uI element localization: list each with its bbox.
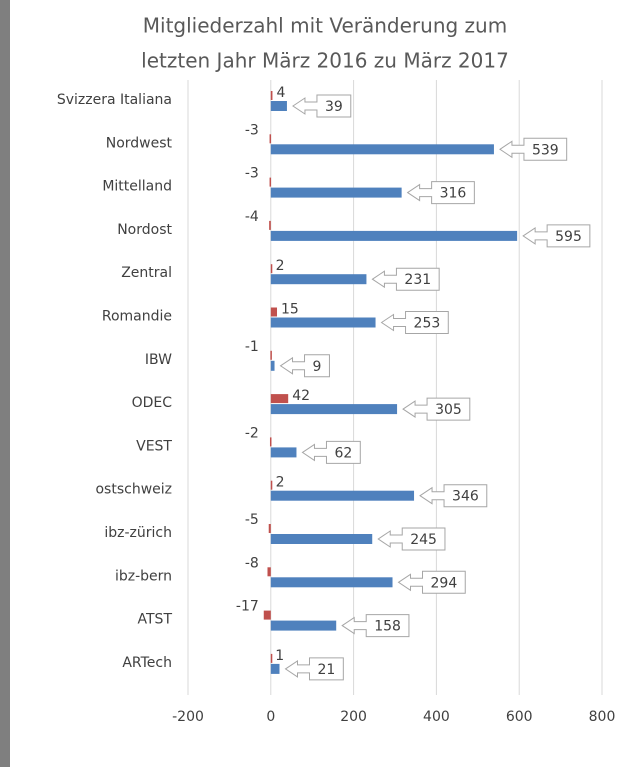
- data-label: 346: [452, 489, 479, 505]
- data-label: -8: [245, 555, 259, 571]
- data-label: 1: [275, 648, 284, 664]
- x-tick-label: 0: [266, 709, 275, 725]
- data-callout: [341, 614, 410, 638]
- data-label: -4: [245, 209, 259, 225]
- data-label: 294: [431, 575, 458, 591]
- data-callout: [284, 657, 344, 681]
- bar: [270, 101, 287, 111]
- x-tick-label: -200: [172, 709, 204, 725]
- x-tick-label: 400: [423, 709, 450, 725]
- y-tick-label: ibz-zürich: [104, 525, 172, 541]
- bar: [270, 144, 494, 155]
- data-label: -17: [236, 599, 259, 615]
- x-tick-label: 200: [340, 709, 367, 725]
- data-label: 15: [281, 302, 299, 318]
- bar: [269, 437, 272, 447]
- y-tick-label: VEST: [136, 438, 172, 454]
- bar: [270, 317, 376, 328]
- data-callout: [279, 354, 330, 378]
- data-callout: [419, 484, 488, 508]
- bar: [270, 264, 273, 274]
- data-callout: [406, 181, 475, 205]
- bar: [269, 220, 271, 230]
- data-callout: [402, 397, 471, 421]
- data-label: 158: [374, 619, 401, 635]
- bar: [268, 524, 271, 533]
- data-label: 2: [276, 258, 285, 274]
- y-tick-label: Romandie: [102, 309, 172, 325]
- bar: [270, 620, 337, 631]
- data-label: 2: [276, 475, 285, 491]
- bar: [270, 653, 273, 663]
- data-label: 253: [414, 316, 441, 332]
- x-tick-label: 800: [589, 709, 616, 725]
- bar: [269, 134, 272, 144]
- bar: [270, 91, 273, 100]
- data-callout: [499, 137, 568, 161]
- data-label: 42: [292, 388, 310, 404]
- data-callout: [522, 224, 591, 248]
- bar: [270, 274, 367, 285]
- bar: [270, 534, 373, 544]
- bar: [270, 394, 289, 404]
- data-label: 9: [313, 359, 322, 375]
- data-label: 4: [276, 85, 285, 101]
- data-label: 231: [404, 272, 431, 288]
- data-label: 305: [435, 402, 462, 418]
- bar: [270, 663, 280, 674]
- data-label: -5: [245, 512, 259, 528]
- y-tick-label: ODEC: [132, 395, 173, 411]
- y-tick-label: Mittelland: [102, 179, 172, 195]
- chart-title: Mitgliederzahl mit Veränderung zum: [143, 14, 507, 38]
- bar: [270, 480, 273, 490]
- data-label: -2: [245, 425, 259, 441]
- data-callout: [397, 570, 466, 594]
- y-tick-label: IBW: [145, 352, 172, 368]
- bar: [270, 447, 297, 458]
- bar: [270, 490, 415, 501]
- data-label: -1: [245, 339, 259, 355]
- bar: [270, 360, 275, 371]
- y-tick-label: Svizzera Italiana: [57, 92, 172, 108]
- y-tick-label: ibz-bern: [115, 568, 172, 584]
- bar: [267, 567, 271, 577]
- bar: [270, 350, 272, 360]
- frame-edge: [0, 0, 10, 767]
- data-callout: [292, 94, 352, 118]
- bar: [270, 307, 278, 317]
- data-label: 539: [532, 142, 559, 158]
- data-label: -3: [245, 166, 259, 182]
- y-tick-label: ATST: [138, 612, 173, 628]
- bar: [270, 230, 518, 241]
- x-tick-label: 600: [506, 709, 533, 725]
- data-callout: [377, 527, 446, 551]
- data-callout: [380, 311, 449, 334]
- y-tick-label: Nordwest: [106, 135, 173, 151]
- bar: [263, 610, 271, 620]
- y-tick-label: Nordost: [117, 222, 172, 238]
- chart-title: letzten Jahr März 2016 zu März 2017: [141, 49, 509, 73]
- data-label: 62: [334, 445, 352, 461]
- data-label: 245: [410, 532, 437, 548]
- data-label: 39: [325, 99, 343, 115]
- bar: [270, 187, 402, 198]
- data-callout: [371, 267, 440, 291]
- data-callout: [301, 440, 361, 464]
- data-label: 316: [440, 186, 467, 202]
- data-label: 595: [555, 229, 582, 245]
- y-tick-label: Zentral: [121, 265, 172, 281]
- data-label: -3: [245, 122, 259, 138]
- y-tick-label: ARTech: [122, 655, 172, 671]
- bar: [270, 404, 398, 415]
- bar: [269, 177, 272, 187]
- y-tick-label: ostschweiz: [95, 482, 172, 498]
- bar: [270, 577, 393, 588]
- data-label: 21: [317, 662, 335, 678]
